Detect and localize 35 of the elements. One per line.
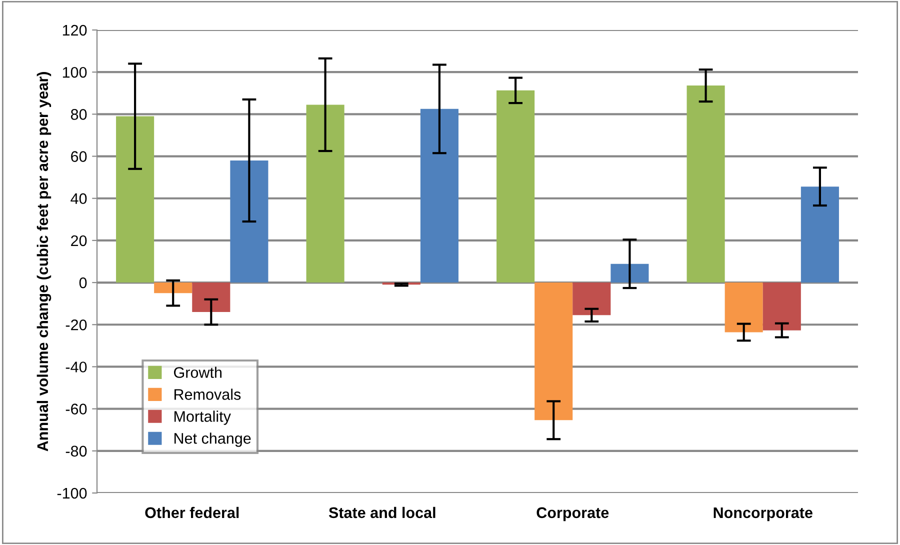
x-tick-label: State and local: [328, 506, 436, 518]
bar: [420, 108, 458, 283]
legend-label: Removals: [174, 388, 241, 400]
bar: [686, 86, 725, 283]
y-tick-label: 80: [70, 109, 87, 120]
bar: [116, 116, 154, 283]
legend-label: Net change: [174, 432, 251, 447]
legend-label: Growth: [174, 366, 222, 378]
bar: [534, 282, 573, 420]
y-tick-label: 100: [62, 66, 87, 78]
bar: [496, 90, 535, 283]
bar: [306, 104, 344, 283]
x-tick-label: Other federal: [145, 506, 239, 518]
y-tick-label: 120: [62, 24, 87, 36]
bar: [800, 186, 839, 283]
bar: [610, 264, 649, 283]
y-tick-label: 60: [71, 151, 87, 162]
y-tick-label: -40: [66, 362, 87, 372]
y-tick-label: 20: [71, 235, 87, 246]
x-tick-label: Noncorporate: [714, 507, 812, 522]
bar: [572, 282, 611, 316]
bar: [192, 282, 230, 312]
y-tick-label: -20: [66, 320, 87, 330]
x-tick-label: Corporate: [536, 507, 609, 522]
bar: [154, 282, 192, 294]
y-tick-label: -100: [57, 488, 87, 499]
bar: [724, 282, 763, 332]
y-tick-label: 40: [70, 193, 87, 204]
bar: [762, 282, 801, 330]
y-tick-label: 0: [79, 277, 87, 288]
y-axis-title: Annual volume change (cubic feet per acre per year): [36, 72, 52, 452]
y-tick-label: -80: [66, 446, 87, 457]
bar: [230, 160, 268, 283]
legend-label: Mortality: [174, 410, 231, 425]
y-tick-label: -60: [66, 404, 87, 415]
